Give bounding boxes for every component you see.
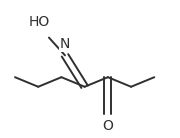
Text: HO: HO — [28, 15, 50, 29]
Text: O: O — [102, 119, 113, 133]
Text: N: N — [60, 37, 70, 51]
